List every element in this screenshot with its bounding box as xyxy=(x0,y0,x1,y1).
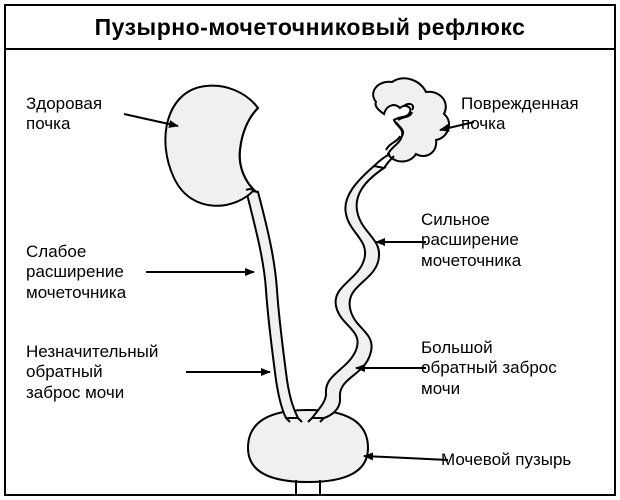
label-bladder: Мочевой пузырь xyxy=(441,450,571,470)
label-healthy-kidney: Здороваяпочка xyxy=(26,94,102,135)
diagram-area: Здороваяпочка Поврежденнаяпочка Слабоера… xyxy=(6,50,614,494)
label-mild-dilation: Слабоерасширениемочеточника xyxy=(26,242,126,303)
label-minor-reflux: Незначительныйобратныйзаброс мочи xyxy=(26,342,158,403)
label-strong-dilation: Сильноерасширениемочеточника xyxy=(421,210,521,271)
label-major-reflux: Большойобратный забросмочи xyxy=(421,338,557,399)
left-ureter xyxy=(246,190,298,418)
diagram-frame: Пузырно-мочеточниковый рефлюкс xyxy=(4,4,616,496)
title-bar: Пузырно-мочеточниковый рефлюкс xyxy=(6,6,614,50)
diagram-title: Пузырно-мочеточниковый рефлюкс xyxy=(95,14,526,41)
damaged-kidney-shape xyxy=(373,78,449,161)
right-ureter xyxy=(312,166,384,418)
healthy-kidney-shape xyxy=(165,86,258,206)
label-damaged-kidney: Поврежденнаяпочка xyxy=(461,94,579,135)
